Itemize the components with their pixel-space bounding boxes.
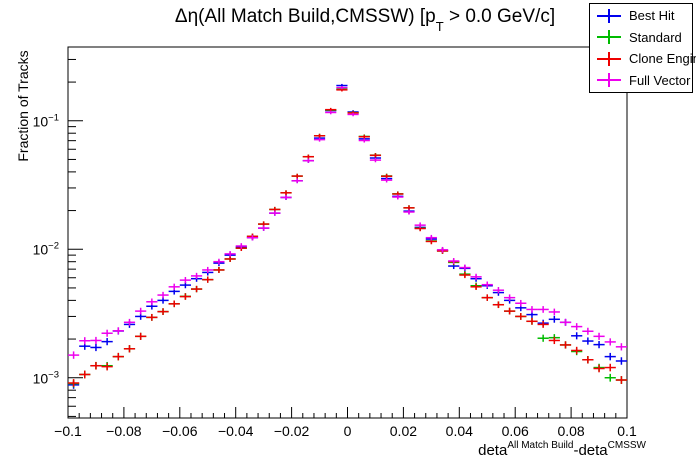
- full-vector-marker-icon: [597, 73, 621, 88]
- legend-entry-full-vector: Full Vector: [594, 70, 692, 92]
- x-tick-label: −0.1: [54, 423, 82, 439]
- plot-title-text: Δη(All Match Build,CMSSW) [p: [174, 6, 436, 27]
- x-tick-label: 0.1: [617, 423, 637, 439]
- x-tick-label: −0.06: [162, 423, 198, 439]
- legend-entry-clone-engine: Clone Engine: [594, 48, 696, 70]
- legend: Best Hit Standard Clone Engine Full Vect…: [589, 3, 696, 93]
- legend-label: Best Hit: [629, 8, 675, 24]
- standard-marker-icon: [597, 30, 621, 45]
- x-axis-title-sup2: CMSSW: [607, 440, 646, 451]
- y-tick-label: 10−2: [32, 240, 59, 258]
- y-tick-label: 10−3: [32, 369, 59, 387]
- legend-entry-standard: Standard: [594, 27, 692, 49]
- y-axis-title: Fraction of Tracks: [15, 50, 31, 162]
- x-tick-label: 0.04: [445, 423, 473, 439]
- x-tick-label: 0: [343, 423, 352, 439]
- plot-title: Δη(All Match Build,CMSSW) [pT > 0.0 GeV/…: [0, 6, 696, 34]
- legend-entry-best-hit: Best Hit: [594, 5, 692, 27]
- plot-frame: [67, 46, 628, 419]
- x-tick-label: −0.02: [273, 423, 310, 439]
- plot-title-subscript: T: [435, 18, 444, 34]
- x-axis-title: detaAll Match Build-detaCMSSW: [478, 440, 646, 459]
- legend-label: Standard: [629, 29, 682, 45]
- x-tick-label: 0.02: [389, 423, 418, 439]
- x-tick-label: −0.04: [217, 423, 254, 439]
- plot-title-text-2: > 0.0 GeV/c]: [443, 6, 556, 27]
- legend-label: Full Vector: [629, 72, 691, 88]
- best-hit-marker-icon: [597, 8, 621, 23]
- y-tick-label: 10−1: [32, 112, 59, 130]
- x-axis-title-sup1: All Match Build: [507, 440, 574, 451]
- x-tick-label: 0.08: [557, 423, 585, 439]
- x-tick-label: 0.06: [501, 423, 529, 439]
- clone-engine-marker-icon: [597, 51, 621, 66]
- x-axis-title-base1: deta: [478, 442, 508, 459]
- x-axis-title-base2: -deta: [573, 442, 608, 459]
- x-tick-label: −0.08: [106, 423, 142, 439]
- legend-label: Clone Engine: [629, 51, 696, 67]
